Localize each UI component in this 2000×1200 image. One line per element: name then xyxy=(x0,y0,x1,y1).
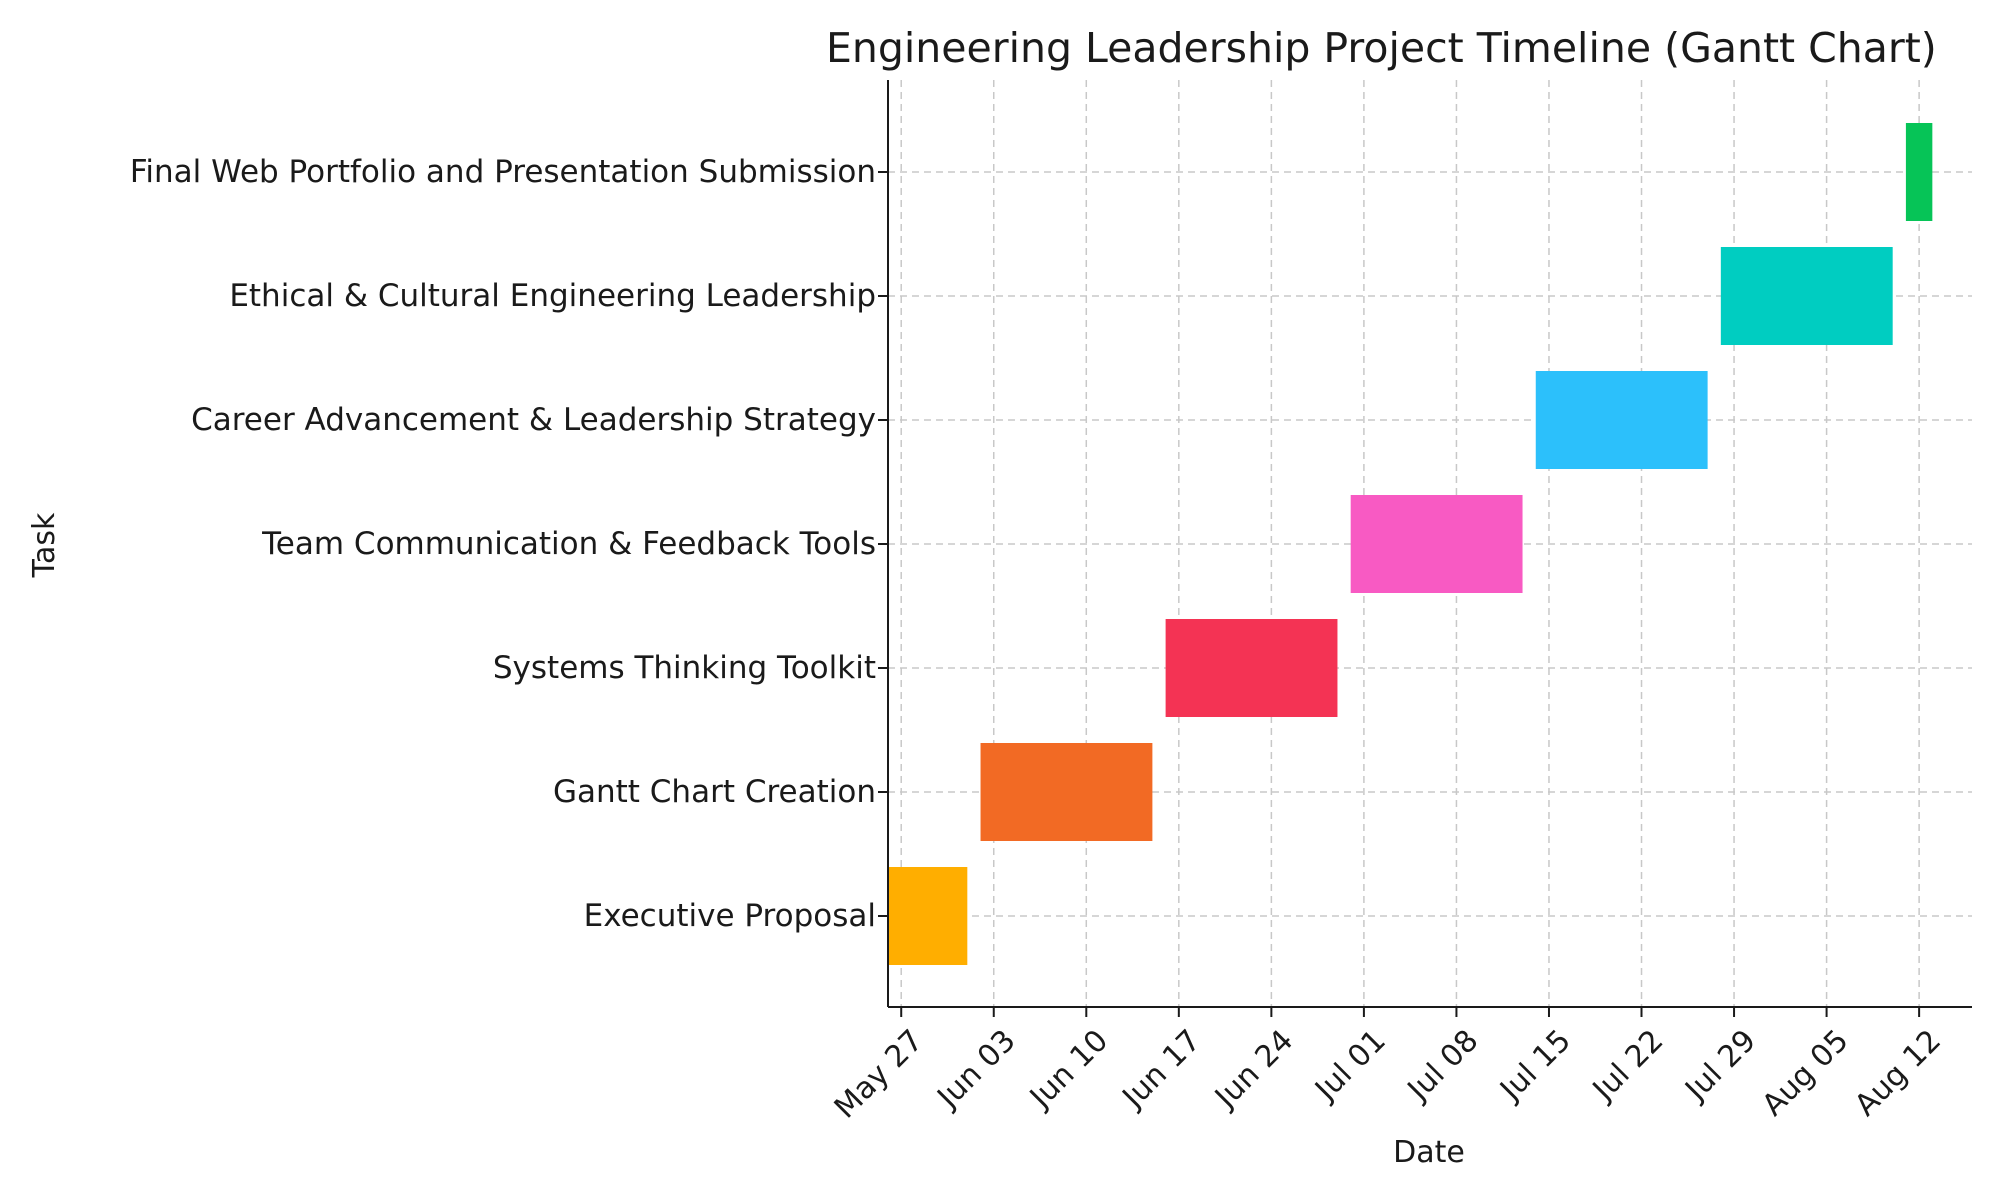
task-bar xyxy=(1165,619,1338,717)
y-tick-label: Systems Thinking Toolkit xyxy=(493,650,876,686)
task-bar xyxy=(1350,495,1523,593)
x-tick-label: Jun 03 xyxy=(930,1023,1023,1116)
y-tick-label: Ethical & Cultural Engineering Leadershi… xyxy=(229,278,876,314)
task-bar xyxy=(888,867,968,965)
x-tick-label: Jun 17 xyxy=(1115,1023,1208,1116)
x-tick-label: Jul 22 xyxy=(1585,1023,1670,1108)
x-tick-label: Aug 12 xyxy=(1848,1023,1948,1123)
x-tick-label: Jul 15 xyxy=(1492,1023,1577,1108)
x-axis-ticks: May 27 Jun 03 Jun 10 Jun 17 Jun 24 Jul 01 Jul … xyxy=(828,1007,1948,1126)
y-axis-ticks: Executive Proposal Gantt Chart Creation Sy… xyxy=(130,154,888,934)
x-tick-label: May 27 xyxy=(828,1023,930,1125)
y-axis-label: Task xyxy=(27,512,62,578)
task-bar xyxy=(1720,247,1893,345)
x-tick-label: Jul 29 xyxy=(1677,1023,1762,1108)
x-tick-label: Jul 01 xyxy=(1307,1023,1392,1108)
task-bars xyxy=(888,123,1933,965)
y-tick-label: Gantt Chart Creation xyxy=(553,774,876,810)
y-tick-label: Team Communication & Feedback Tools xyxy=(261,526,876,562)
y-tick-label: Final Web Portfolio and Presentation Sub… xyxy=(130,154,876,190)
x-tick-label: Jun 10 xyxy=(1022,1023,1115,1116)
task-bar xyxy=(1905,123,1933,221)
x-tick-label: Aug 05 xyxy=(1756,1023,1856,1123)
x-tick-label: Jun 24 xyxy=(1207,1023,1300,1116)
y-tick-label: Executive Proposal xyxy=(584,898,876,934)
task-bar xyxy=(1535,371,1708,469)
task-bar xyxy=(980,743,1153,841)
y-tick-label: Career Advancement & Leadership Strategy xyxy=(191,402,876,438)
x-axis-label: Date xyxy=(1393,1135,1465,1170)
x-tick-label: Jul 08 xyxy=(1400,1023,1485,1108)
chart-title: Engineering Leadership Project Timeline … xyxy=(826,24,1937,72)
